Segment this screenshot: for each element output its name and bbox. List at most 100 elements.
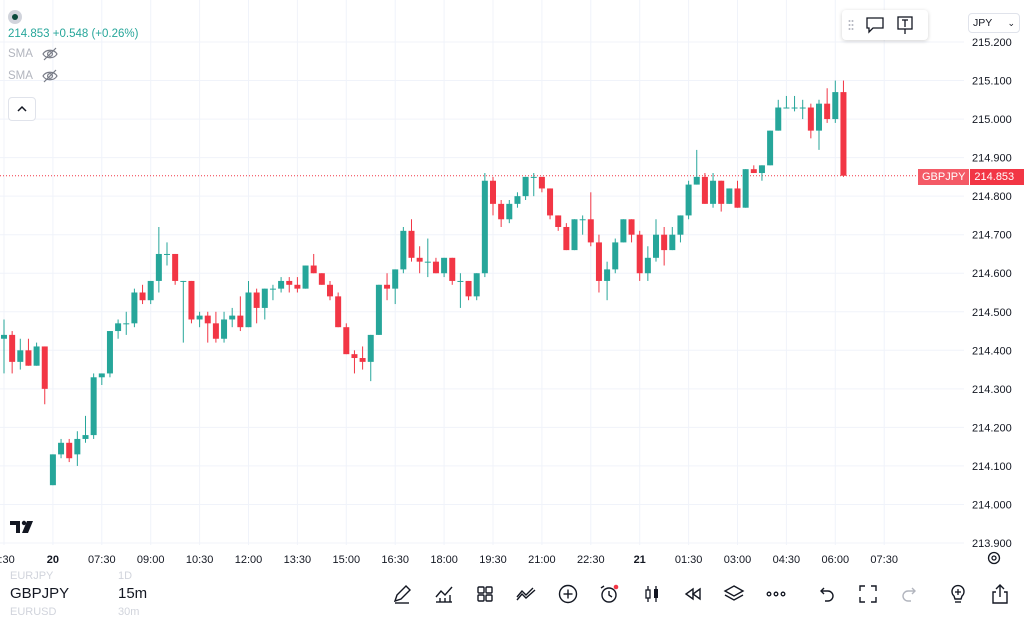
currency-select[interactable]: JPY ⌄ xyxy=(968,13,1020,33)
candle-body xyxy=(628,219,635,235)
candle xyxy=(514,192,521,208)
time-tick-label: 07:30 xyxy=(870,554,898,566)
candle-type-icon[interactable] xyxy=(640,582,664,606)
candle xyxy=(253,288,260,324)
floating-drawing-toolbar[interactable] xyxy=(842,10,928,40)
candle xyxy=(498,200,505,227)
candle xyxy=(147,280,154,305)
candle-body xyxy=(604,269,611,281)
candle xyxy=(726,188,733,204)
candle xyxy=(41,346,48,405)
redo-icon[interactable] xyxy=(898,582,922,606)
chevron-down-icon: ⌄ xyxy=(1007,18,1015,28)
more-icon[interactable] xyxy=(764,582,788,606)
candle-body xyxy=(807,107,814,131)
candle-body xyxy=(33,346,40,366)
eye-off-icon[interactable] xyxy=(42,47,58,61)
candle-body xyxy=(669,234,676,251)
candle xyxy=(530,173,537,197)
candle-body xyxy=(693,176,700,185)
candle xyxy=(758,165,765,181)
symbol-option[interactable]: EURUSD xyxy=(10,606,57,618)
candle-body xyxy=(481,180,488,274)
candle xyxy=(188,280,195,324)
candle xyxy=(408,219,415,262)
text-tool-icon[interactable] xyxy=(890,10,920,40)
candle-body xyxy=(799,107,806,109)
candle-body xyxy=(302,265,309,289)
fullscreen-icon[interactable] xyxy=(856,582,880,606)
candle xyxy=(604,261,611,301)
candle-body xyxy=(41,346,48,389)
candle-body xyxy=(449,257,456,281)
eye-off-icon[interactable] xyxy=(42,69,58,83)
interval-option[interactable]: 30m xyxy=(118,606,140,618)
candle-body xyxy=(595,242,602,281)
candle-body xyxy=(579,219,586,221)
undo-icon[interactable] xyxy=(814,582,838,606)
add-icon[interactable] xyxy=(556,582,580,606)
candle-body xyxy=(473,273,480,297)
comment-icon[interactable] xyxy=(860,10,890,40)
compare-icon[interactable] xyxy=(514,582,538,606)
candle xyxy=(595,234,602,293)
symbol-picker[interactable]: EURJPY GBPJPY EURUSD xyxy=(10,570,69,618)
templates-icon[interactable] xyxy=(473,582,497,606)
pen-icon[interactable] xyxy=(390,582,414,606)
legend-indicator-row[interactable]: SMA xyxy=(8,46,138,62)
candle xyxy=(1,319,7,374)
candle xyxy=(351,350,358,374)
current-symbol[interactable]: GBPJPY xyxy=(10,585,70,602)
price-chart[interactable]: 215.200 215.100 215.000 214.900 214.800 214.7… xyxy=(0,0,1024,570)
indicators-icon[interactable] xyxy=(432,582,456,606)
price-axis[interactable]: 215.200 215.100 215.000 214.900 214.800 214.7… xyxy=(972,37,1012,550)
legend-series-dot[interactable] xyxy=(8,10,138,24)
gear-icon[interactable] xyxy=(986,550,1002,566)
candle xyxy=(742,169,749,208)
time-axis[interactable]: 4:30 20 07:30 09:00 10:30 12:00 13:30 15:00 16:3… xyxy=(0,554,898,566)
candle-body xyxy=(245,292,252,328)
price-tick-label: 215.000 xyxy=(972,114,1012,126)
candle-body xyxy=(758,165,765,174)
alert-icon[interactable] xyxy=(597,582,621,606)
price-tick-label: 214.400 xyxy=(972,345,1012,357)
bulb-icon[interactable] xyxy=(946,582,970,606)
candle-body xyxy=(538,176,545,189)
candle-body xyxy=(221,319,228,339)
candle-body xyxy=(791,107,798,109)
time-tick-label: 01:30 xyxy=(675,554,703,566)
candle xyxy=(221,311,228,343)
candle-body xyxy=(522,176,529,197)
candle xyxy=(416,246,423,274)
candle xyxy=(115,319,122,339)
candle-body xyxy=(115,323,122,332)
share-icon[interactable] xyxy=(988,582,1012,606)
candle xyxy=(172,253,179,285)
candle-body xyxy=(261,288,268,308)
candle xyxy=(245,280,252,328)
series-status-icon[interactable] xyxy=(8,10,22,24)
candle xyxy=(327,280,333,301)
candle xyxy=(441,257,448,278)
candle xyxy=(74,431,81,466)
legend-indicator-row[interactable]: SMA xyxy=(8,68,138,84)
candle-body xyxy=(335,296,342,328)
candle xyxy=(449,257,456,285)
bottom-toolbar xyxy=(0,569,1024,631)
replay-icon[interactable] xyxy=(681,582,705,606)
tradingview-logo-icon[interactable] xyxy=(10,519,38,535)
collapse-legend-button[interactable] xyxy=(8,97,36,121)
currency-label: JPY xyxy=(973,17,993,29)
candle-body xyxy=(17,350,24,362)
interval-picker[interactable]: 1D 15m 30m xyxy=(118,570,147,618)
drag-handle-icon[interactable] xyxy=(842,10,860,40)
candle-body xyxy=(465,280,472,297)
interval-option[interactable]: 1D xyxy=(118,570,133,582)
current-interval[interactable]: 15m xyxy=(118,585,148,602)
symbol-option[interactable]: EURJPY xyxy=(10,570,54,582)
layers-icon[interactable] xyxy=(722,582,746,606)
candle xyxy=(677,215,684,243)
time-tick-label: 4:30 xyxy=(0,554,15,566)
candle-body xyxy=(767,130,774,166)
candle xyxy=(775,99,782,131)
